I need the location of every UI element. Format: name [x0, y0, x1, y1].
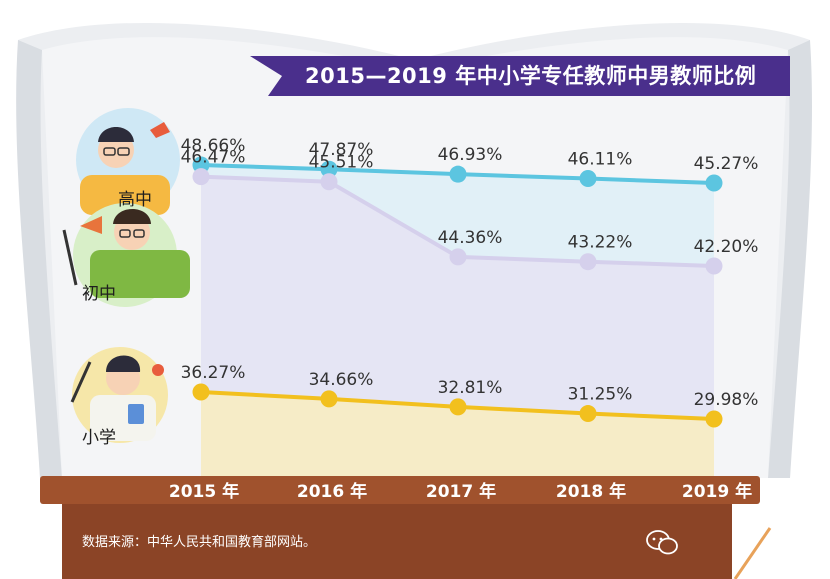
series-label-primary-school: 小学 [82, 428, 116, 448]
data-label-high-school-0: 48.66% [181, 136, 246, 156]
footer-band [62, 504, 732, 579]
point-middle-school-0 [192, 168, 210, 186]
point-high-school-2 [449, 165, 467, 183]
data-label-high-school-1: 47.87% [309, 140, 374, 160]
data-label-middle-school-3: 43.22% [568, 233, 633, 253]
data-label-high-school-3: 46.11% [568, 150, 633, 170]
point-primary-school-3 [579, 405, 597, 423]
data-label-primary-school-0: 36.27% [181, 363, 246, 383]
x-tick-label-4: 2019 年 [682, 481, 752, 502]
wechat-icon [646, 530, 678, 555]
x-axis: 2015 年 2016 年 2017 年 2018 年 2019 年 [169, 481, 752, 502]
data-label-primary-school-4: 29.98% [694, 390, 759, 410]
point-primary-school-4 [705, 410, 723, 428]
x-tick-label-3: 2018 年 [556, 481, 626, 502]
data-label-primary-school-3: 31.25% [568, 385, 633, 405]
chart-title: 2015—2019 年中小学专任教师中男教师比例 [305, 64, 757, 88]
data-label-middle-school-1: 45.51% [309, 153, 374, 173]
data-label-middle-school-2: 44.36% [438, 228, 503, 248]
data-label-middle-school-0: 46.47% [181, 148, 246, 168]
point-primary-school-0 [192, 383, 210, 401]
teacher-middle-school-icon [62, 203, 190, 307]
point-high-school-0 [192, 156, 210, 174]
point-middle-school-4 [705, 257, 723, 275]
teacher-high-school-icon [76, 108, 180, 215]
point-middle-school-2 [449, 248, 467, 266]
series-label-middle-school: 初中 [82, 284, 116, 304]
point-middle-school-1 [320, 173, 338, 191]
timeline-bar [40, 476, 760, 504]
area-primary-school [201, 392, 714, 476]
teacher-primary-school-icon [70, 347, 168, 443]
point-high-school-4 [705, 174, 723, 192]
point-high-school-1 [320, 160, 338, 178]
data-label-high-school-2: 46.93% [438, 145, 503, 165]
decor-stroke [733, 527, 772, 579]
point-middle-school-3 [579, 253, 597, 271]
band-areas [201, 165, 714, 477]
source-note: 数据来源：中华人民共和国教育部网站。 [82, 535, 317, 550]
data-label-middle-school-4: 42.20% [694, 237, 759, 257]
point-primary-school-1 [320, 390, 338, 408]
x-tick-label-2: 2017 年 [426, 481, 496, 502]
series-layer: 48.66% 47.87% 46.93% 46.11% 45.27% 46.47% 45.5… [181, 136, 759, 428]
series-label-high-school: 高中 [118, 190, 152, 210]
x-tick-label-0: 2015 年 [169, 481, 239, 502]
point-high-school-3 [579, 170, 597, 188]
data-label-high-school-4: 45.27% [694, 154, 759, 174]
title-banner [250, 56, 790, 96]
data-label-primary-school-2: 32.81% [438, 378, 503, 398]
data-label-primary-school-1: 34.66% [309, 370, 374, 390]
point-primary-school-2 [449, 398, 467, 416]
x-tick-label-1: 2016 年 [297, 481, 367, 502]
